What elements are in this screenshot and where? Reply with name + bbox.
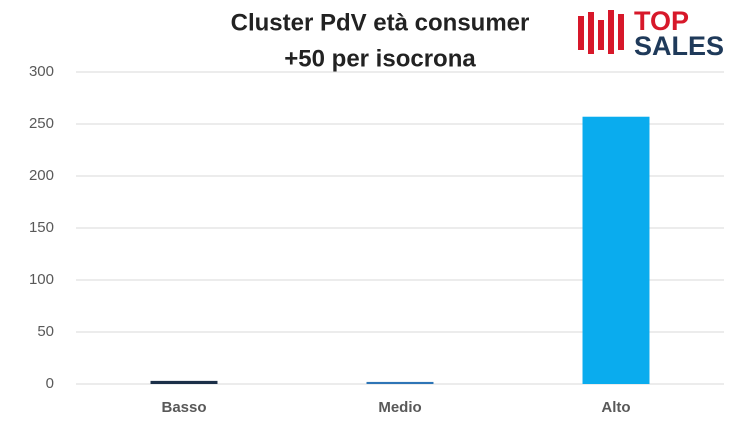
y-tick-label: 250 (29, 115, 54, 132)
bar (150, 380, 218, 384)
logo-bar (608, 10, 614, 54)
logo-bar (588, 12, 594, 54)
logo-text: SALES (634, 31, 724, 61)
logo-text: TOP (634, 6, 689, 36)
x-tick-label: Basso (161, 399, 206, 416)
bar (366, 381, 434, 384)
y-tick-label: 100 (29, 271, 54, 288)
logo-bar (598, 20, 604, 50)
y-tick-label: 300 (29, 63, 54, 80)
x-tick-label: Alto (601, 399, 630, 416)
y-tick-label: 150 (29, 219, 54, 236)
bar (582, 116, 650, 384)
y-tick-label: 200 (29, 167, 54, 184)
logo: TOP SALES (578, 6, 724, 61)
logo-bar (618, 14, 624, 50)
logo-bar (578, 16, 584, 50)
y-tick-label: 0 (46, 375, 54, 392)
chart-title: Cluster PdV età consumer (231, 9, 530, 36)
chart-title: +50 per isocrona (284, 45, 476, 72)
x-tick-label: Medio (378, 399, 421, 416)
y-tick-label: 50 (37, 323, 54, 340)
